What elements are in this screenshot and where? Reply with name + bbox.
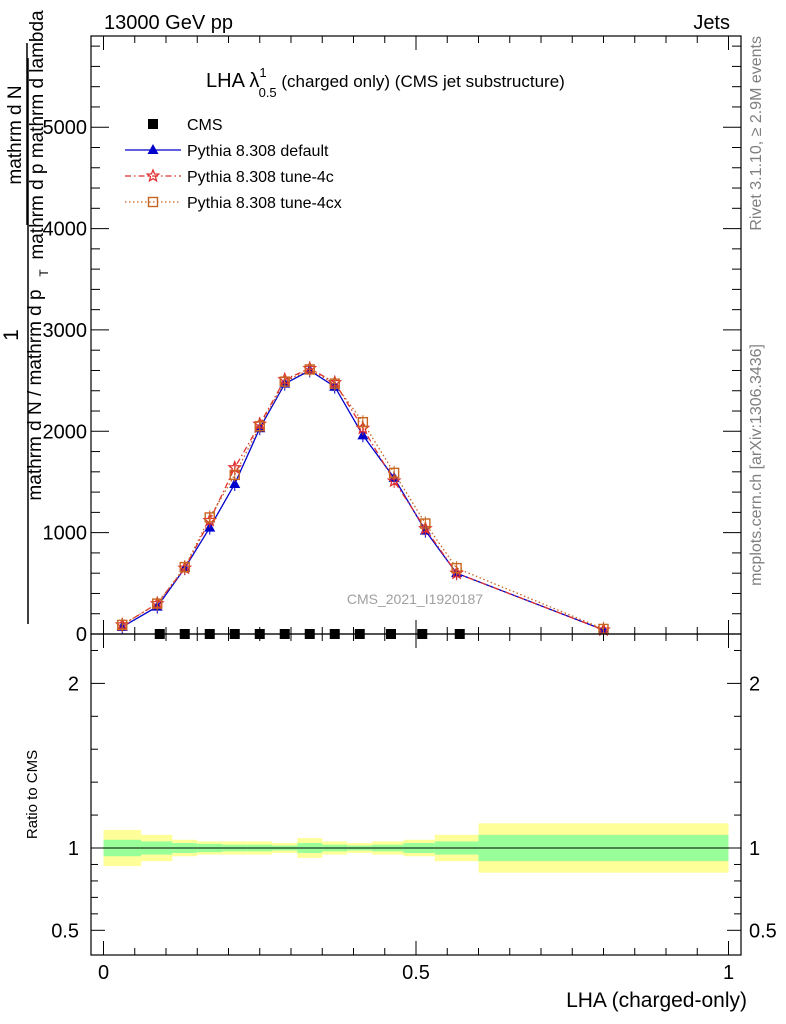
- data-point: [229, 477, 241, 488]
- series-line: [121, 368, 604, 630]
- data-point: [451, 562, 462, 574]
- main-ytick-label: 4000: [43, 219, 88, 241]
- rivet-label: Rivet 3.1.10, ≥ 2.9M events: [748, 36, 765, 231]
- header-right: Jets: [693, 12, 730, 34]
- ratio-panel: 0.5 0.5 1 1 2 2 0 0.5 1 Ratio to CMS LHA (charged-…: [24, 633, 777, 1012]
- data-point: [357, 416, 369, 428]
- data-point: [179, 561, 190, 573]
- legend-marker: [147, 144, 159, 154]
- title-superscript: 1: [259, 65, 266, 80]
- series-pythia-8-308-tune-4cx: [117, 362, 609, 636]
- ylabel-fraction: mathrm d N / mathrm d p: [25, 289, 46, 500]
- data-point: [204, 512, 215, 523]
- ylabel-subscript: T: [37, 269, 51, 277]
- data-point: [279, 376, 290, 387]
- legend-label: Pythia 8.308 tune-4c: [187, 169, 334, 186]
- legend-entry: Pythia 8.308 tune-4c: [125, 168, 334, 186]
- x-axis-label: LHA (charged-only): [566, 989, 747, 1012]
- ylabel-inner-num: mathrm d N: [5, 85, 26, 184]
- legend-label: Pythia 8.308 default: [187, 143, 329, 160]
- xtick-label: 0.5: [402, 962, 430, 984]
- main-ytick-label: 3000: [43, 320, 88, 342]
- chart-title: LHA λ1 0.5 (charged only) (CMS jet substr…: [206, 65, 565, 100]
- title-subscript: 0.5: [259, 85, 277, 100]
- data-point: [152, 598, 163, 609]
- legend-label: Pythia 8.308 tune-4cx: [187, 195, 342, 212]
- ratio-ytick-label-left: 1: [68, 838, 79, 860]
- data-point: [117, 619, 128, 631]
- title-prefix: LHA λ: [206, 70, 259, 92]
- xtick-label: 1: [723, 962, 734, 984]
- ratio-ylabel: Ratio to CMS: [24, 750, 41, 839]
- xtick-label: 0: [98, 962, 109, 984]
- ylabel-inner-den: mathrm d p mathrm d lambda: [27, 10, 48, 260]
- legend-marker: [145, 168, 161, 183]
- main-ytick-label: 1000: [43, 523, 88, 545]
- main-ytick-label: 0: [76, 624, 87, 646]
- ratio-ytick-label-right: 0.5: [749, 920, 777, 942]
- legend-entry: CMS: [148, 117, 223, 134]
- ratio-frame: [90, 633, 742, 956]
- header-left: 13000 GeV pp: [104, 12, 233, 34]
- legend-entry: Pythia 8.308 default: [125, 143, 329, 160]
- legend-label: CMS: [187, 117, 223, 134]
- data-point: [229, 469, 240, 481]
- legend-marker: [148, 119, 158, 129]
- data-point: [304, 364, 315, 375]
- ratio-ytick-label-right: 2: [749, 673, 760, 695]
- main-ytick-label: 2000: [43, 421, 88, 443]
- ratio-ytick-label-right: 1: [749, 838, 760, 860]
- title-suffix: (charged only) (CMS jet substructure): [277, 72, 565, 91]
- ylabel-numerator: 1: [0, 329, 23, 341]
- ratio-ytick-label-left: 0.5: [51, 920, 79, 942]
- mcplots-label: mcplots.cern.ch [arXiv:1306.3436]: [748, 344, 765, 586]
- legend-entry: Pythia 8.308 tune-4cx: [125, 195, 342, 212]
- data-point: [420, 518, 431, 529]
- legend-marker: [147, 196, 159, 208]
- data-point: [388, 467, 400, 479]
- main-ytick-label: 5000: [43, 117, 88, 139]
- ratio-ytick-label-left: 2: [68, 673, 79, 695]
- data-point: [254, 421, 265, 432]
- analysis-watermark: CMS_2021_I1920187: [347, 591, 483, 607]
- data-point: [329, 378, 340, 389]
